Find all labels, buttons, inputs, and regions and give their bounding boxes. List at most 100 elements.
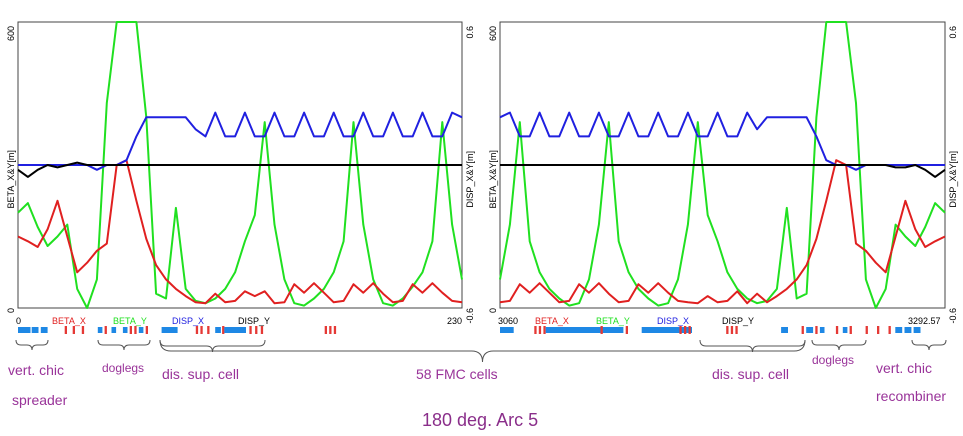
- series-line-beta-y: [499, 21, 946, 309]
- right-axis-top-tick: 0.6: [948, 26, 958, 39]
- lattice-quad-block: [842, 327, 848, 333]
- legend-disp-x: DISP_X: [657, 316, 689, 326]
- lattice-dipole-block: [200, 326, 203, 334]
- section-braces: [15, 339, 947, 363]
- s-end-label: 3292.57: [908, 316, 941, 326]
- lattice-quad-block: [215, 327, 221, 333]
- right-axis-bottom-tick: -0.6: [465, 308, 475, 324]
- lattice-dipole-block: [255, 326, 258, 334]
- brace-doglegs-left: [97, 339, 151, 351]
- legend-disp-x: DISP_X: [172, 316, 204, 326]
- lattice-dipole-block: [207, 326, 210, 334]
- lattice-dipole-block: [81, 326, 85, 334]
- fmc-cells-label: 58 FMC cells: [416, 366, 498, 382]
- legend-beta-x: BETA_X: [52, 316, 86, 326]
- lattice-dipole-block: [625, 326, 628, 334]
- left-axis-label: BETA_X&Y[m]: [6, 150, 16, 208]
- legend-disp-y: DISP_Y: [722, 316, 754, 326]
- lattice-dipole-block: [72, 326, 75, 334]
- lattice-dipole-block: [849, 326, 852, 334]
- right-axis-top-tick: 0.6: [465, 26, 475, 39]
- brace-vert-chic-right: [911, 339, 947, 351]
- brace-fmc-cells: [159, 339, 806, 363]
- left-axis-bottom-tick: 0: [6, 308, 16, 313]
- lattice-dipole-block: [64, 326, 67, 334]
- lattice-dipole-block: [735, 326, 738, 334]
- figure-title: 180 deg. Arc 5: [422, 410, 539, 430]
- vert-chic-right-label: vert. chic: [876, 360, 933, 376]
- brace-dis-sup-cell-right: [699, 339, 806, 353]
- brace-vert-chic-left: [15, 339, 49, 351]
- lattice-dipole-block: [888, 326, 891, 334]
- lattice-quad-block: [111, 327, 117, 333]
- brace-dis-sup-cell-left: [159, 339, 266, 353]
- lattice-quad-block: [781, 327, 788, 333]
- lattice-dipole-block: [249, 326, 252, 334]
- lattice-quad-block: [122, 327, 128, 333]
- left-optics-panel: 600 0 BETA_X&Y[m] 0.6 -0.6 DISP_X&Y[m] 0 230 BET…: [6, 21, 475, 334]
- right-axis-label: DISP_X&Y[m]: [465, 151, 475, 208]
- brace-doglegs-right: [811, 339, 867, 351]
- s-start-label: 3060: [498, 316, 518, 326]
- lattice-dipole-block: [534, 326, 537, 334]
- series-line-disp-y: [500, 164, 946, 178]
- lattice-dipole-block: [865, 326, 868, 334]
- recombiner-label: recombiner: [876, 388, 947, 404]
- series-line-beta-y: [17, 21, 463, 309]
- lattice-quad-block: [806, 327, 814, 333]
- spreader-label: spreader: [12, 392, 68, 408]
- left-axis-bottom-tick: 0: [488, 308, 498, 313]
- dis-sup-cell-right-label: dis. sup. cell: [712, 366, 790, 382]
- lattice-quad-block: [895, 327, 903, 333]
- s-start-label: 0: [16, 316, 21, 326]
- lattice-dipole-block: [145, 326, 148, 334]
- lattice-dipole-block: [129, 326, 132, 334]
- lattice-quad-block: [40, 327, 48, 333]
- lattice-dipole-block: [329, 326, 332, 334]
- lattice-quad-block: [545, 327, 624, 333]
- series-line-disp-y: [17, 161, 462, 178]
- lattice-dipole-block: [543, 326, 546, 334]
- right-optics-panel: 600 0 BETA_X&Y[m] 0.6 -0.6 DISP_X&Y[m] 3060 329…: [488, 21, 958, 334]
- lattice-dipole-block: [877, 326, 880, 334]
- lattice-dipole-block: [679, 326, 682, 334]
- legend-beta-y: BETA_Y: [596, 316, 630, 326]
- left-axis-top-tick: 600: [488, 26, 498, 41]
- lattice-quad-block: [161, 327, 178, 333]
- right-axis-bottom-tick: -0.6: [948, 308, 958, 324]
- lattice-quad-block: [138, 327, 144, 333]
- lattice-quad-block: [819, 327, 825, 333]
- lattice-dipole-block: [726, 326, 729, 334]
- lattice-quad-block: [224, 327, 246, 333]
- lattice-dipole-block: [815, 326, 818, 334]
- lattice-dipole-block: [835, 326, 839, 334]
- left-axis-label: BETA_X&Y[m]: [488, 150, 498, 208]
- lattice-dipole-block: [104, 326, 107, 334]
- lattice-quad-block: [500, 327, 514, 333]
- lattice-dipole-block: [333, 326, 337, 334]
- lattice-quad-block: [31, 327, 39, 333]
- series-line-disp-x: [18, 111, 463, 171]
- series-line-beta-x: [17, 159, 463, 305]
- lattice-quad-block: [97, 327, 103, 333]
- doglegs-left-label: doglegs: [102, 361, 145, 375]
- left-axis-top-tick: 600: [6, 26, 16, 41]
- legend-beta-y: BETA_Y: [113, 316, 147, 326]
- lattice-dipole-block: [684, 326, 687, 334]
- lattice-dipole-block: [730, 326, 734, 334]
- doglegs-right-label: doglegs: [812, 353, 855, 367]
- lattice-dipole-block: [134, 326, 137, 334]
- lattice-quad-block: [18, 327, 31, 333]
- lattice-dipole-block: [195, 326, 199, 334]
- lattice-quad-block: [913, 327, 921, 333]
- lattice-quad-block: [904, 327, 912, 333]
- series-line-disp-x: [499, 111, 945, 171]
- vert-chic-label: vert. chic: [8, 362, 65, 378]
- dis-sup-cell-left-label: dis. sup. cell: [162, 366, 240, 382]
- series-line-beta-x: [499, 159, 946, 305]
- lattice-dipole-block: [324, 326, 327, 334]
- lattice-dipole-block: [538, 326, 542, 334]
- lattice-dipole-block: [222, 326, 225, 334]
- lattice-dipole-block: [260, 326, 264, 334]
